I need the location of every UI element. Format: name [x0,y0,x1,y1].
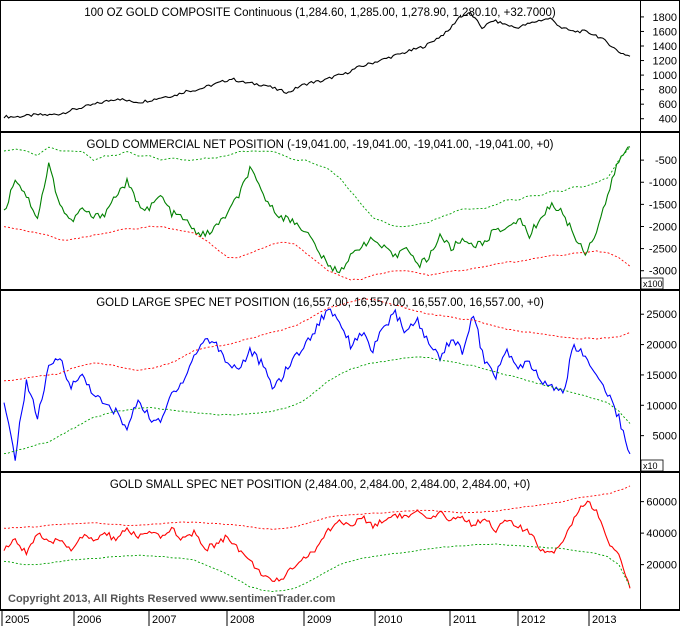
panel-frame [0,132,680,290]
y-tick-label: 60000 [646,497,677,509]
gold-price-panel: 400 600 800 1000 1200 1400 1600 1800 100 OZ GOLD… [0,0,680,132]
y-tick-label: 1600 [653,26,677,38]
y-tick-label: -1500 [649,199,677,211]
commercial-upper-band [3,146,631,228]
small-spec-net-line [3,500,631,589]
y-tick-label: 25000 [646,309,677,321]
y-tick-label: -3000 [649,266,677,278]
y-tick-label: -1000 [649,177,677,189]
y-tick-label: 1400 [653,41,677,53]
x-axis: 2005 2006 2007 2008 2009 2010 2011 2012 2013 [0,610,680,626]
large-spec-net-panel: 5000 10000 15000 20000 25000 x10 GOLD LARGE SP… [0,290,680,472]
x-tick-label: 2013 [592,614,616,626]
large-spec-lower-band [3,356,631,455]
multiplier-label: x10 [643,461,658,471]
y-tick-label: 5000 [653,431,677,443]
y-tick-label: 400 [659,114,677,126]
y-tick-label: 20000 [646,560,677,572]
panel-frame [0,472,680,610]
multiplier-box [640,459,664,472]
y-tick-label: 10000 [646,400,677,412]
x-tick-label: 2011 [453,614,477,626]
panel-frame [0,0,680,132]
multiplier-label: x100 [643,279,663,289]
small-spec-lower-band [3,543,631,593]
x-tick-label: 2012 [521,614,545,626]
x-tick-label: 2005 [5,614,29,626]
y-tick-label: 600 [659,99,677,111]
large-spec-upper-band [3,298,631,382]
x-tick-label: 2006 [77,614,101,626]
panel-title: GOLD COMMERCIAL NET POSITION (-19,041.00… [87,139,554,151]
x-tick-label: 2010 [378,614,402,626]
x-tick-label: 2008 [230,614,254,626]
commercial-net-line [3,146,631,274]
small-spec-net-panel: 20000 40000 60000 GOLD SMALL SPEC NET POSIT… [0,472,680,610]
x-tick-label: 2009 [307,614,331,626]
y-tick-label: -2500 [649,244,677,256]
y-tick-label: -500 [655,155,677,167]
y-tick-label: 20000 [646,340,677,352]
gold-price-line [3,12,631,119]
y-tick-label: 1000 [653,70,677,82]
small-spec-upper-band [3,485,631,530]
y-tick-label: 800 [659,85,677,97]
copyright-text: Copyright 2013, All Rights Reserved www.… [8,593,336,605]
panel-title: GOLD SMALL SPEC NET POSITION (2,484.00, … [110,479,530,491]
commercial-lower-band [3,225,631,281]
y-tick-label: 1200 [653,56,677,68]
large-spec-net-line [3,308,631,461]
y-tick-label: 15000 [646,370,677,382]
panel-title: GOLD LARGE SPEC NET POSITION (16,557.00,… [96,297,544,309]
x-tick-label: 2007 [152,614,176,626]
panel-frame [0,290,680,472]
multiplier-box [640,277,664,290]
y-tick-label: 40000 [646,528,677,540]
chart-panels: 400 600 800 1000 1200 1400 1600 1800 100 OZ GOLD… [0,0,680,610]
y-tick-label: -2000 [649,221,677,233]
panel-title: 100 OZ GOLD COMPOSITE Continuous (1,284.… [84,7,556,19]
y-tick-label: 1800 [653,12,677,24]
